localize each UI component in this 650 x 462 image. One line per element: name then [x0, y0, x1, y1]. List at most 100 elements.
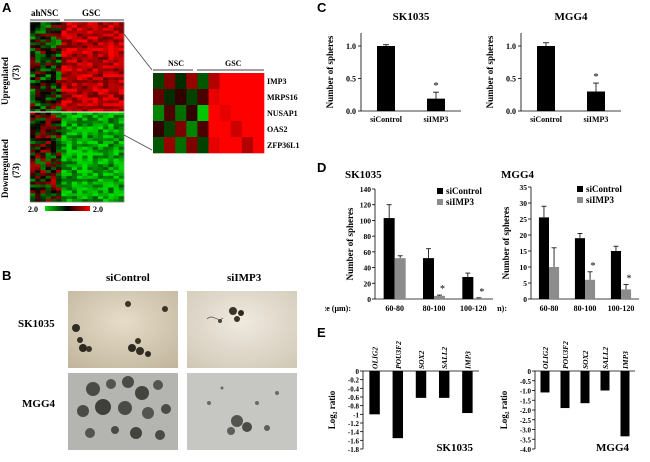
y-tick-label: 5	[523, 279, 527, 288]
significance-star: *	[593, 71, 599, 83]
y-tick-label: -4.0	[520, 446, 532, 454]
chart-title: SK1035	[345, 169, 382, 181]
significance-star: *	[440, 284, 445, 295]
chart-c-mgg4: MGG4 Number of spheres 0.0 0.5 1.0 siControl *…	[485, 11, 621, 124]
bar	[540, 371, 550, 393]
y-tick-label: 0	[528, 368, 532, 376]
bar-siimp3	[549, 267, 560, 299]
gene-category-label: OLIG2	[371, 347, 380, 369]
legend-swatch	[577, 197, 583, 203]
y-tick-label: -1.5	[520, 397, 532, 405]
x-category-label: 80-100	[574, 304, 597, 313]
downregulated-label: Downregulated	[0, 139, 10, 198]
x-category-label: siControl	[370, 115, 403, 124]
y-tick-label: 30	[520, 199, 528, 208]
y-tick-label: -2.5	[520, 417, 532, 425]
chart-title: MGG4	[596, 442, 629, 454]
legend-label: siIMP3	[586, 195, 614, 205]
upregulated-count: (73)	[11, 65, 21, 80]
panel-letter-d: D	[317, 160, 327, 175]
chart-e-mgg4: Log₂ ratio 0 -0.5 -1.0-1.5 -2.0 -2.5 -3.0-3.5 -…	[499, 341, 635, 454]
y-tick-label: 120	[360, 201, 372, 210]
x-category-label: 100-120	[460, 304, 487, 313]
significance-star: *	[627, 274, 632, 285]
gene-category-label: IMP3	[621, 351, 630, 370]
legend-label: siControl	[586, 184, 622, 194]
chart-e-sk1035: Log₂ ratio0-0.2-0.4-0.6-0.8-1-1.2-1.4-1.…	[327, 341, 479, 454]
photo-mgg4-siimp3	[187, 373, 297, 450]
y-tick-label: 25	[520, 215, 528, 224]
bar	[620, 371, 630, 437]
gene-category-label: SALL2	[440, 347, 449, 369]
y-tick-label: 10	[520, 263, 528, 272]
bar	[587, 91, 605, 111]
heatmap-zoom	[153, 73, 265, 154]
y-tick-label: -3.5	[520, 436, 532, 444]
photo-mgg4-sicontrol	[68, 373, 178, 450]
y-tick-label: 140	[360, 185, 372, 194]
y-tick-label: 1.0	[506, 42, 516, 51]
bar-sicontrol	[610, 251, 621, 299]
y-axis-label: Number of spheres	[485, 35, 495, 108]
x-category-label: 60-80	[385, 304, 404, 313]
bar-siimp3	[394, 258, 406, 299]
gene-category-label: OLIG2	[541, 347, 550, 369]
y-axis-label: Log₂ ratio	[499, 390, 509, 429]
bar	[415, 371, 427, 398]
y-tick-label: 0.5	[506, 75, 516, 84]
bar	[580, 371, 590, 404]
bar	[600, 371, 610, 391]
y-tick-label: 60	[364, 248, 372, 257]
bar	[537, 46, 555, 111]
bar-sicontrol	[462, 277, 474, 299]
y-tick-label: 40	[364, 264, 372, 273]
heatmap-figure: ahNSC GSC Upregulated (73) Downregulated…	[0, 8, 299, 214]
legend-label: siControl	[446, 186, 482, 196]
gene-label-mrps16: MRPS16	[267, 93, 298, 102]
bar	[438, 371, 450, 398]
y-tick-label: 0.5	[346, 75, 356, 84]
chart-title: SK1035	[393, 11, 430, 23]
bar	[392, 371, 404, 439]
gene-category-label: POU3F2	[561, 341, 570, 369]
x-category-label: 100-120	[608, 304, 635, 313]
zoom-group-label-gsc: GSC	[225, 59, 242, 68]
gene-label-imp3: IMP3	[267, 77, 287, 86]
photo-sk1035-sicontrol	[68, 291, 178, 368]
chart-c-sk1035: SK1035 Number of spheres 0.0 0.5 1.0 siContro…	[325, 11, 461, 124]
y-tick-label: -0.2	[348, 377, 360, 385]
y-tick-label: 0	[367, 295, 371, 304]
color-scale-min: 2.0	[28, 205, 38, 214]
significance-star: *	[479, 287, 484, 298]
x-category-label: 80-100	[423, 304, 446, 313]
y-tick-label: -1.8	[348, 446, 360, 454]
heatmap-main	[29, 21, 125, 203]
zoom-group-label-nsc: NSC	[168, 59, 184, 68]
bar-sicontrol	[574, 238, 585, 299]
y-tick-label: 35	[520, 183, 528, 192]
bar-sicontrol	[422, 258, 434, 299]
bar	[462, 371, 473, 414]
heatmap-group-label-gsc: GSC	[82, 8, 101, 18]
downregulated-count: (73)	[11, 163, 21, 178]
legend-label: siIMP3	[446, 197, 474, 207]
bar-siimp3	[473, 298, 485, 299]
bar-siimp3	[585, 279, 596, 299]
significance-star: *	[433, 80, 439, 92]
panel-letter-c: C	[317, 0, 327, 15]
panel-letter-b: B	[2, 268, 12, 283]
y-tick-label: -0.4	[348, 385, 360, 393]
bar-sicontrol	[538, 217, 549, 299]
chart-title: MGG4	[555, 11, 588, 23]
legend-swatch	[437, 199, 443, 205]
bar-sicontrol	[383, 218, 395, 299]
panel-letter-a: A	[2, 0, 12, 15]
photo-row-label-sk1035: SK1035	[18, 318, 55, 330]
y-tick-label: -1.2	[348, 420, 360, 428]
x-category-label: siIMP3	[424, 115, 449, 124]
bar-siimp3	[621, 289, 632, 299]
y-tick-label: -0.6	[348, 394, 360, 402]
x-axis-label: Size (μm):	[325, 304, 351, 313]
y-axis-label: Number of spheres	[345, 207, 355, 280]
y-tick-label: -0.5	[520, 378, 532, 386]
